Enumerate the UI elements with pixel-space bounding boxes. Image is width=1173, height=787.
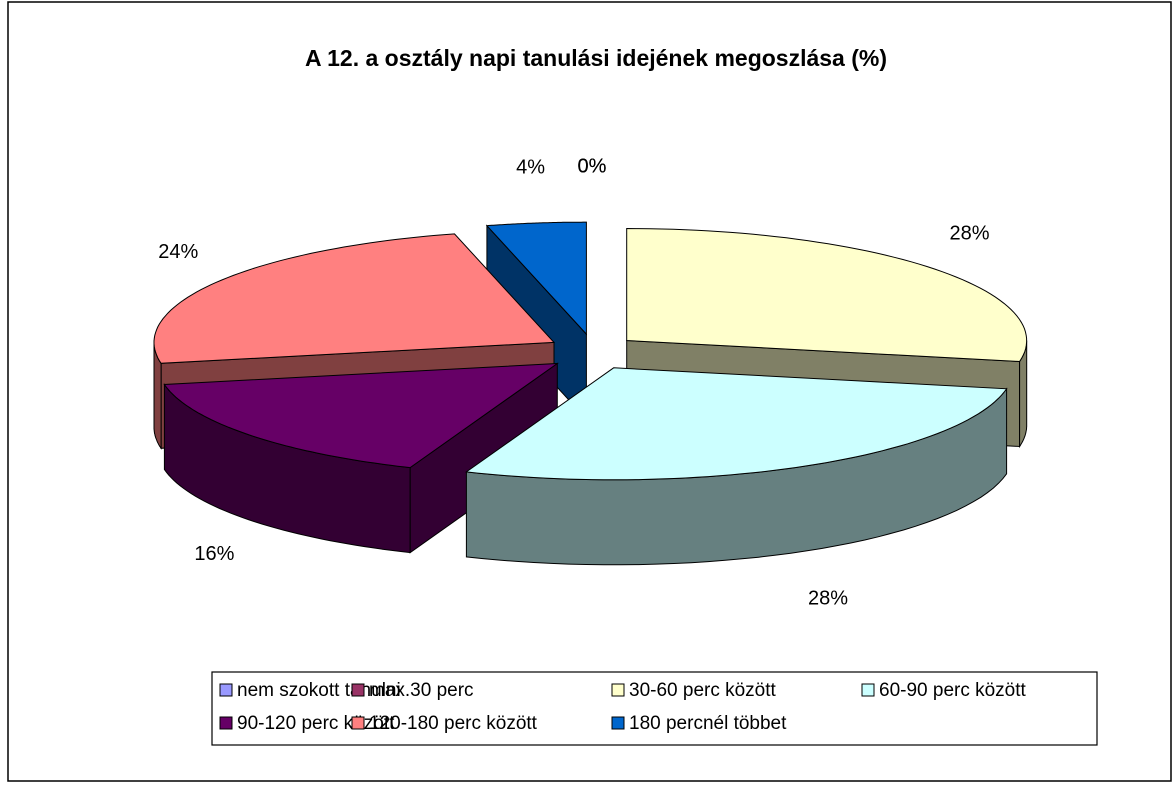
legend-swatch xyxy=(351,716,365,730)
slice xyxy=(465,367,1008,566)
data-label: 24% xyxy=(158,241,198,263)
slice xyxy=(485,221,587,336)
data-label: 0% xyxy=(578,155,607,177)
legend-swatch xyxy=(861,683,875,697)
data-label: 28% xyxy=(808,587,848,609)
legend-swatch xyxy=(351,683,365,697)
data-label: 4% xyxy=(516,157,545,179)
data-label: 16% xyxy=(194,543,234,565)
chart-title: A 12. a osztály napi tanulási idejének m… xyxy=(305,45,887,71)
legend-label: max.30 perc xyxy=(369,680,474,701)
legend-label: 30-60 perc között xyxy=(629,680,777,701)
slice xyxy=(163,362,560,554)
slice xyxy=(626,227,1028,363)
legend-swatch xyxy=(219,683,233,697)
slice xyxy=(153,233,556,364)
legend-label: 180 percnél többet xyxy=(629,713,787,734)
data-label: 0% xyxy=(578,155,607,177)
legend-swatch xyxy=(219,716,233,730)
slice xyxy=(163,362,560,469)
legend-label: 60-90 perc között xyxy=(879,680,1027,701)
legend-swatch xyxy=(611,716,625,730)
legend-swatch xyxy=(611,683,625,697)
slice xyxy=(465,367,1008,481)
data-label: 28% xyxy=(950,222,990,244)
legend-label: 120-180 perc között xyxy=(369,713,538,734)
